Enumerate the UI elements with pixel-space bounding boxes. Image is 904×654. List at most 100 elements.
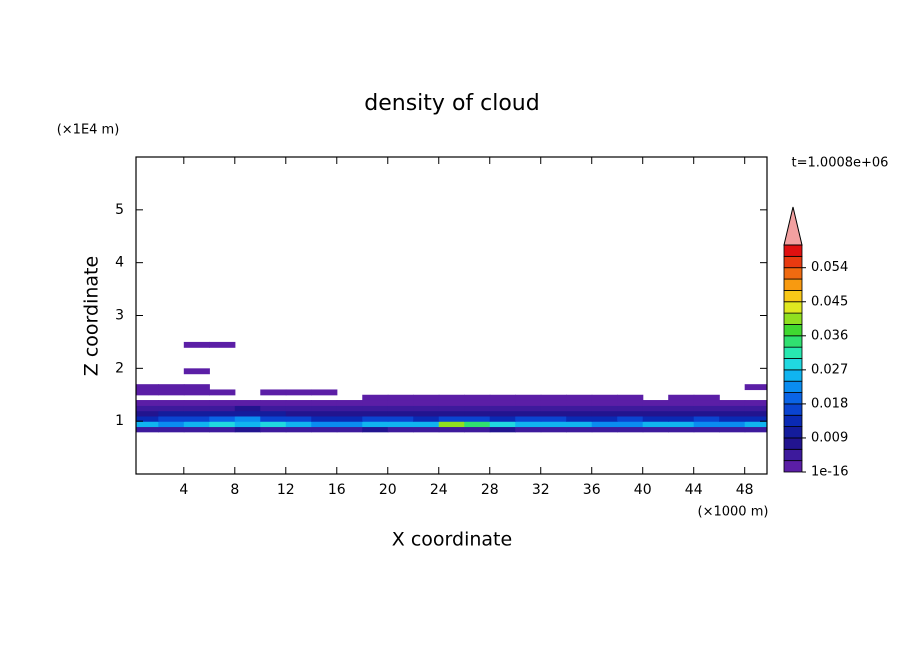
contour-cell — [285, 400, 312, 406]
contour-cell — [464, 394, 491, 401]
contour-cell — [489, 415, 516, 422]
contour-cell — [719, 410, 746, 417]
contour-cell — [642, 426, 669, 433]
colorbar-band — [783, 324, 803, 337]
contour-cell — [362, 410, 389, 417]
contour-cell — [260, 405, 287, 412]
colorbar-band — [783, 301, 803, 314]
contour-cell — [464, 415, 491, 422]
colorbar-band — [783, 448, 803, 462]
contour-cell — [744, 426, 767, 433]
contour-cell — [336, 426, 363, 433]
contour-cell — [515, 410, 542, 417]
contour-cell — [591, 410, 618, 417]
colorbar-tick-label: 0.054 — [811, 260, 848, 275]
y-axis-label: Z coordinate — [81, 256, 103, 376]
contour-cell — [311, 410, 338, 417]
contour-cell — [693, 415, 720, 422]
contour-cell — [744, 384, 767, 391]
y-tick-label: 4 — [115, 255, 124, 271]
contour-cell — [362, 400, 389, 406]
colorbar-band — [783, 289, 803, 303]
contour-cell — [285, 415, 312, 422]
contour-cell — [336, 410, 363, 417]
contour-cell — [234, 410, 261, 417]
colorbar-band — [783, 244, 803, 257]
colorbar-band — [783, 346, 803, 359]
y-unit: (×1E4 m) — [57, 123, 120, 138]
contour-cell — [515, 400, 542, 406]
contour-cell — [591, 426, 618, 433]
contour-cell — [234, 400, 261, 406]
contour-cell — [362, 421, 389, 428]
contour-cell — [183, 415, 210, 422]
contour-cell — [693, 421, 720, 428]
contour-cell — [413, 410, 440, 417]
contour-cell — [719, 421, 746, 428]
contour-cell — [209, 389, 236, 396]
contour-cell — [744, 415, 767, 422]
contour-cell — [566, 394, 593, 401]
contour-cell — [489, 400, 516, 406]
contour-cell — [209, 421, 236, 428]
time-label: t=1.0008e+06 — [792, 156, 889, 171]
contour-cell — [336, 415, 363, 422]
contour-cell — [668, 400, 695, 406]
contour-cell — [668, 410, 695, 417]
contour-cell — [158, 400, 185, 406]
contour-cell — [260, 426, 287, 433]
contour-cell — [693, 405, 720, 412]
contour-cell — [438, 410, 465, 417]
y-tick-label: 5 — [115, 202, 124, 218]
contour-cell — [668, 426, 695, 433]
contour-cell — [489, 405, 516, 412]
y-tick-label: 1 — [115, 413, 124, 429]
contour-cell — [438, 394, 465, 401]
contour-cell — [744, 405, 767, 412]
colorbar-tick-label: 0.009 — [811, 430, 848, 445]
contour-cell — [668, 394, 695, 401]
contour-cell — [566, 415, 593, 422]
contour-cell — [158, 389, 185, 396]
x-tick-label: 4 — [179, 482, 188, 498]
contour-cell — [489, 426, 516, 433]
contour-cell — [311, 421, 338, 428]
contour-cell — [362, 405, 389, 412]
contour-cell — [438, 405, 465, 412]
contour-cell — [158, 426, 185, 433]
contour-cell — [285, 405, 312, 412]
contour-cell — [234, 426, 261, 433]
contour-cell — [136, 426, 159, 433]
colorbar-extension — [783, 206, 803, 246]
contour-cell — [158, 410, 185, 417]
x-tick-label: 12 — [277, 482, 295, 498]
contour-cell — [617, 410, 644, 417]
contour-cell — [158, 415, 185, 422]
contour-cell — [464, 410, 491, 417]
colorbar-tick-label: 0.027 — [811, 362, 848, 377]
contour-cell — [617, 400, 644, 406]
colorbar-band — [783, 278, 803, 291]
y-tick-label: 3 — [115, 308, 124, 324]
contour-cell — [668, 405, 695, 412]
contour-cell — [540, 394, 567, 401]
contour-cell — [744, 410, 767, 417]
contour-cell — [209, 426, 236, 433]
contour-cell — [413, 415, 440, 422]
contour-cell — [234, 415, 261, 422]
contour-cell — [438, 400, 465, 406]
contour-cell — [387, 410, 414, 417]
x-tick-label: 40 — [634, 482, 652, 498]
colorbar-band — [783, 358, 803, 371]
colorbar-band — [783, 426, 803, 439]
colorbar-band — [783, 312, 803, 325]
contour-cell — [617, 405, 644, 412]
colorbar-tick-label: 0.045 — [811, 294, 848, 309]
contour-cell — [489, 410, 516, 417]
contour-cell — [183, 405, 210, 412]
contour-cell — [591, 415, 618, 422]
contour-cell — [234, 421, 261, 428]
contour-cell — [719, 426, 746, 433]
colorbar-band — [783, 437, 803, 450]
contour-cell — [336, 421, 363, 428]
